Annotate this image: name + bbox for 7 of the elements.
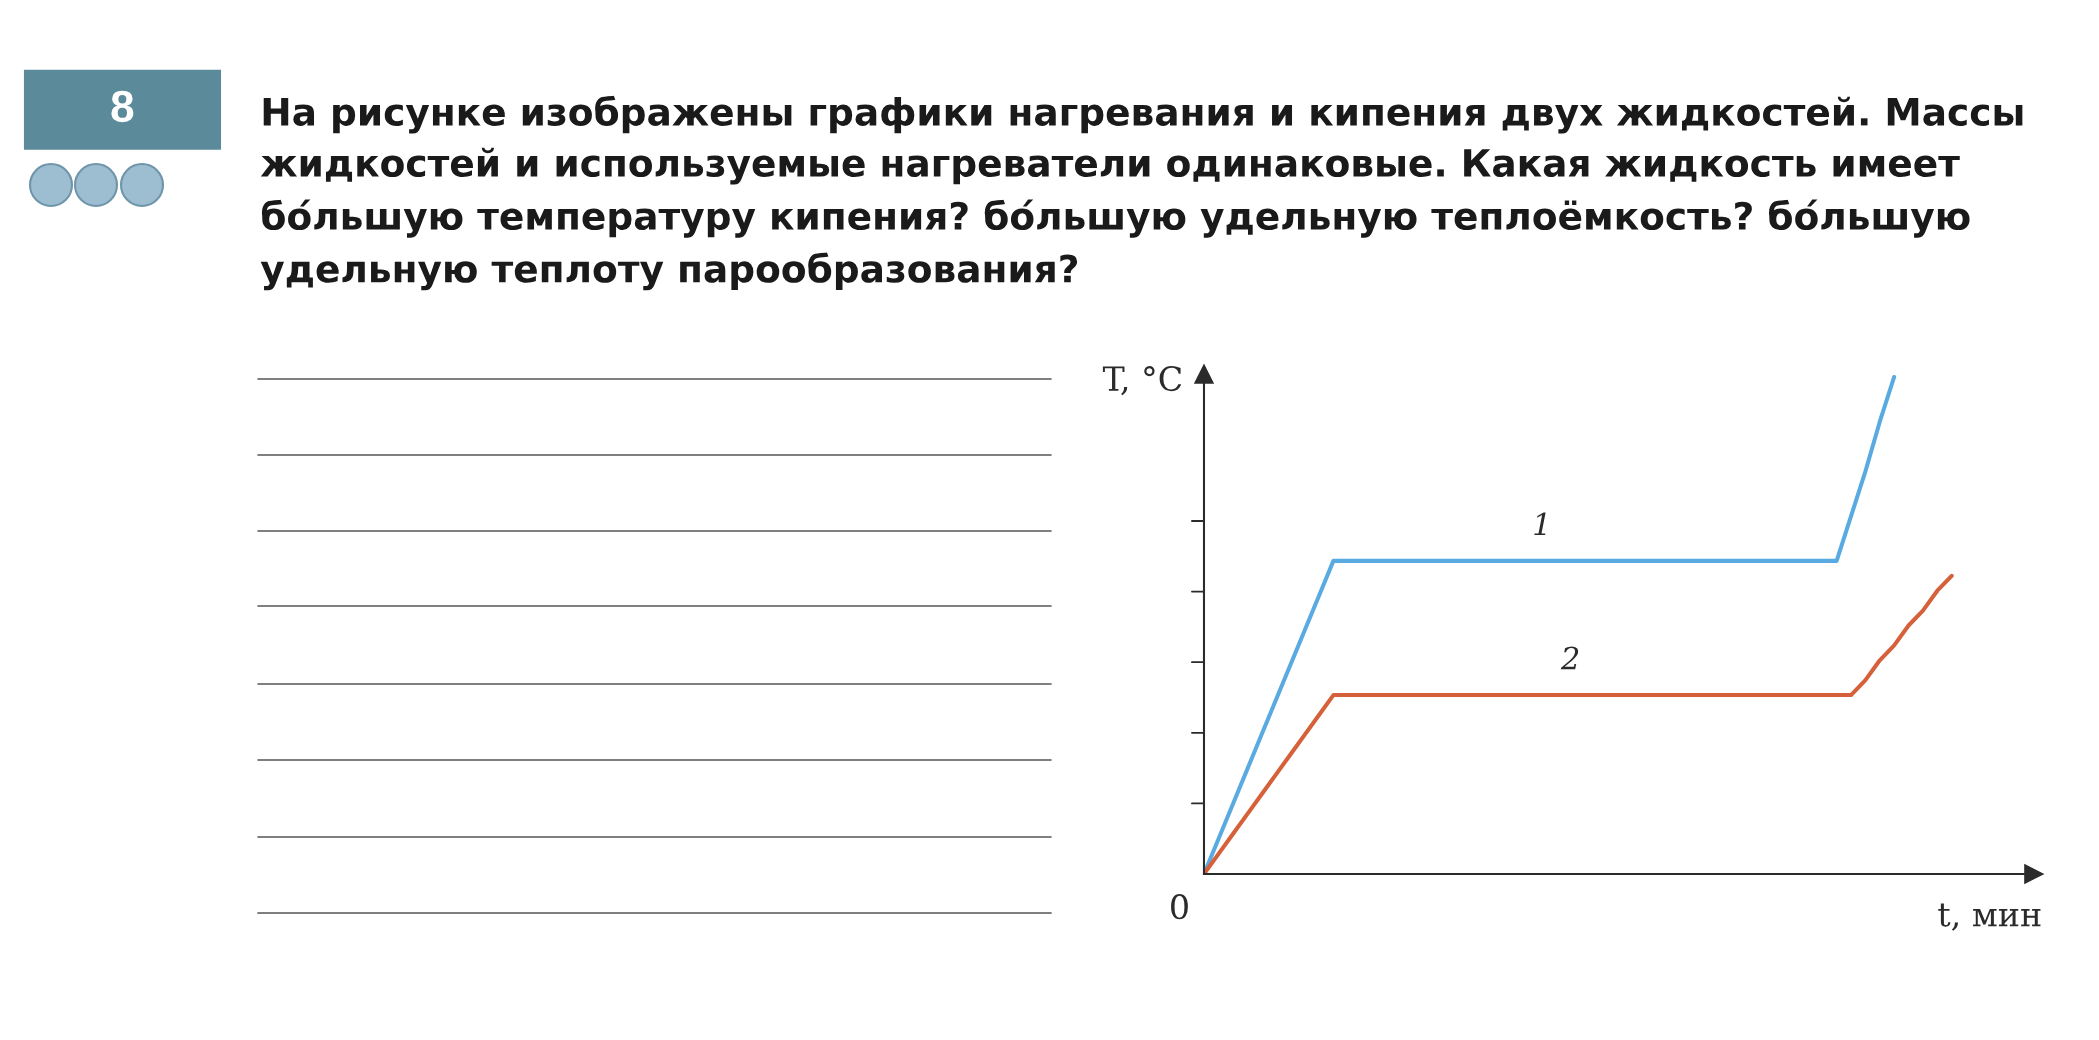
text: 0 [1171, 894, 1188, 920]
text: 8 [111, 90, 134, 123]
series-label: 1 [1534, 512, 1546, 536]
x-axis-title: t, мин [1938, 903, 2041, 931]
series-label: 2 [1560, 646, 1579, 670]
y-axis-title: T, °C [1102, 365, 1182, 396]
chart-title: На рисунке изображены графики нагревания и кипения двух жидкостей. Массы жидкостей и используемые нагреватели одинаковые. Какая жидкость имеет бо́льшую температуру кипения? бо́льшую удельную теплоёмкость? бо́льшую удельную теплоту парообразования? [260, 95, 2023, 291]
